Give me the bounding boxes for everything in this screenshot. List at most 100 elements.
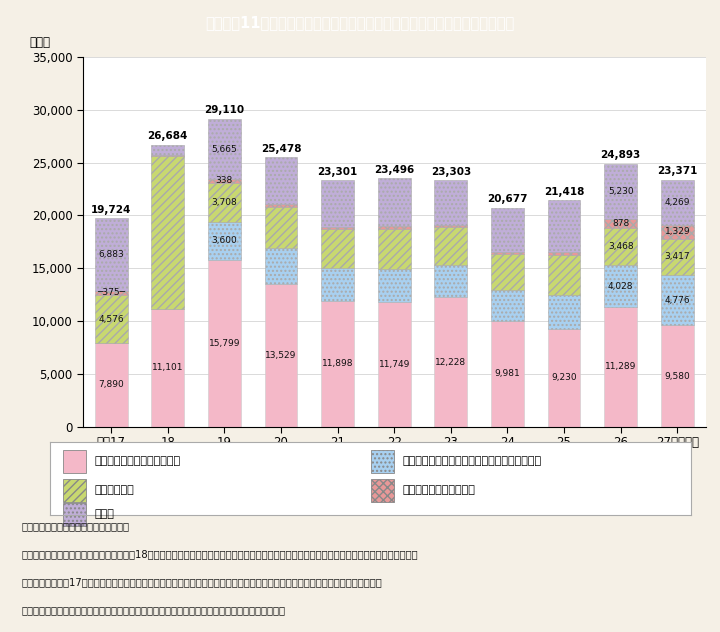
Bar (208, 119, 240, 179)
Text: 当該年度の「その他」には，福利厚生及び定年・退職・解雇に関する相談件数を含む。: 当該年度の「その他」には，福利厚生及び定年・退職・解雇に関する相談件数を含む。 (22, 605, 286, 615)
Bar (208, 222, 240, 260)
Text: 23,496: 23,496 (374, 165, 414, 174)
Bar (434, 224, 467, 227)
Bar (208, 183, 240, 222)
Text: ３．平成17年度及び１８年度については，「婚姻，姊娠・出産等を理由とする不利益取扱い」に関する規定がない。また，: ３．平成17年度及び１８年度については，「婚姻，姊娠・出産等を理由とする不利益取… (22, 577, 382, 587)
Bar (95, 295, 127, 343)
Bar (604, 307, 637, 427)
Bar (434, 227, 467, 265)
Bar (491, 321, 524, 427)
Bar (491, 208, 524, 252)
Text: セクシュアル・ハラスメント: セクシュアル・ハラスメント (94, 456, 181, 466)
Text: 23,303: 23,303 (431, 167, 471, 177)
Bar (548, 252, 580, 255)
Text: 29,110: 29,110 (204, 106, 244, 116)
Bar (208, 179, 240, 183)
Bar (378, 226, 410, 229)
Text: 4,576: 4,576 (99, 315, 124, 324)
Text: ─375─: ─375─ (97, 288, 125, 298)
Text: 3,468: 3,468 (608, 242, 634, 251)
Text: ２．男女雇用機会均等法は，平成18年及び２５年に改正され，それぞれ翌年度より施行されている。時系列比較の際には留意を要する。: ２．男女雇用機会均等法は，平成18年及び２５年に改正され，それぞれ翌年度より施行… (22, 549, 418, 559)
Text: 5,665: 5,665 (212, 145, 237, 154)
Bar (548, 329, 580, 427)
Text: 15,799: 15,799 (209, 339, 240, 348)
Text: その他: その他 (94, 509, 114, 520)
FancyBboxPatch shape (63, 502, 86, 526)
Bar (661, 325, 693, 427)
Text: 9,230: 9,230 (552, 374, 577, 382)
Bar (434, 298, 467, 427)
Bar (604, 219, 637, 228)
Text: （件）: （件） (30, 37, 51, 49)
Text: 9,981: 9,981 (495, 369, 521, 379)
Text: 25,478: 25,478 (261, 143, 301, 154)
Bar (151, 155, 184, 156)
Text: 20,677: 20,677 (487, 195, 528, 205)
Text: 19,724: 19,724 (91, 205, 131, 214)
Bar (264, 205, 297, 207)
Text: 1,329: 1,329 (665, 228, 690, 236)
Text: 11,101: 11,101 (152, 363, 184, 372)
Bar (151, 309, 184, 427)
Text: 878: 878 (612, 219, 629, 228)
Bar (378, 269, 410, 303)
Bar (378, 229, 410, 269)
Text: 11,289: 11,289 (605, 363, 636, 372)
Bar (321, 181, 354, 227)
Bar (548, 295, 580, 329)
Bar (548, 200, 580, 252)
Bar (208, 260, 240, 427)
Text: 11,749: 11,749 (379, 360, 410, 369)
Bar (604, 164, 637, 219)
Bar (491, 290, 524, 321)
Text: 6,883: 6,883 (98, 250, 124, 259)
Bar (95, 343, 127, 427)
FancyBboxPatch shape (63, 479, 86, 502)
Text: ポジティブ・アクション: ポジティブ・アクション (402, 485, 475, 495)
Text: 4,269: 4,269 (665, 198, 690, 207)
Bar (151, 145, 184, 155)
Bar (661, 239, 693, 275)
Bar (151, 156, 184, 309)
Bar (434, 265, 467, 298)
Bar (95, 218, 127, 291)
Text: 7,890: 7,890 (98, 380, 124, 389)
Bar (264, 284, 297, 427)
FancyBboxPatch shape (371, 450, 394, 473)
Text: 3,417: 3,417 (665, 252, 690, 262)
Text: 338: 338 (216, 176, 233, 185)
FancyBboxPatch shape (63, 450, 86, 473)
Bar (264, 248, 297, 284)
Bar (434, 181, 467, 224)
Bar (321, 268, 354, 301)
Text: 5,230: 5,230 (608, 187, 634, 196)
Bar (378, 178, 410, 226)
Bar (264, 207, 297, 248)
Bar (604, 265, 637, 307)
Text: 11,898: 11,898 (322, 359, 354, 368)
Text: 13,529: 13,529 (265, 351, 297, 360)
Text: 26,684: 26,684 (148, 131, 188, 141)
Bar (321, 229, 354, 268)
Bar (491, 252, 524, 254)
Text: 母性健康管理: 母性健康管理 (94, 485, 135, 495)
Bar (491, 254, 524, 290)
Bar (604, 228, 637, 265)
Text: 3,708: 3,708 (212, 198, 237, 207)
Text: 9,580: 9,580 (665, 372, 690, 380)
FancyBboxPatch shape (371, 479, 394, 502)
Text: 23,371: 23,371 (657, 166, 698, 176)
Text: 4,028: 4,028 (608, 282, 634, 291)
Text: 24,893: 24,893 (600, 150, 641, 160)
Bar (661, 275, 693, 325)
Bar (95, 291, 127, 295)
Bar (548, 255, 580, 295)
Bar (378, 303, 410, 427)
Text: 婚姻，姊娠・出産等を理由とする不利益取扱い: 婚姻，姊娠・出産等を理由とする不利益取扱い (402, 456, 541, 466)
Bar (661, 225, 693, 239)
Text: イ－２－11図　男女雇用機会均等法に関する相談件数の推移（相談内容別）: イ－２－11図 男女雇用機会均等法に関する相談件数の推移（相談内容別） (205, 15, 515, 30)
Text: 3,600: 3,600 (212, 236, 237, 245)
Bar (264, 157, 297, 205)
Text: 12,228: 12,228 (436, 358, 467, 367)
Bar (321, 227, 354, 229)
